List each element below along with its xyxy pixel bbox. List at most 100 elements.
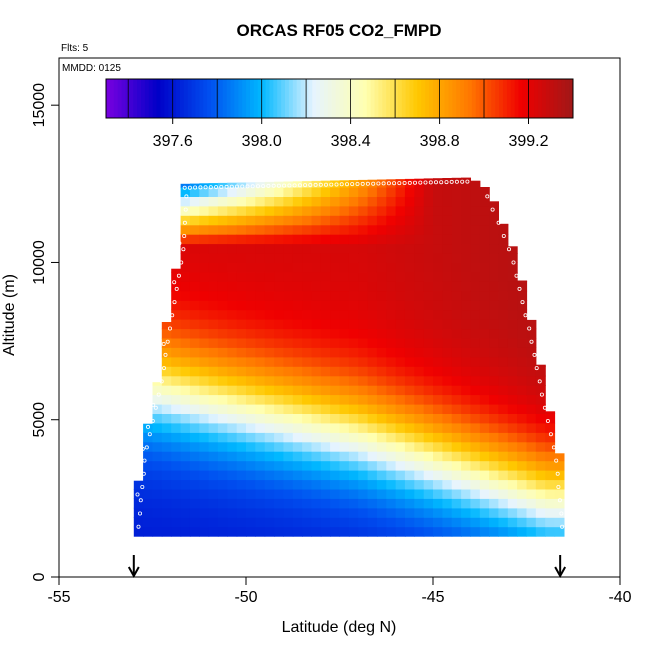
heatmap-cell (433, 356, 443, 367)
heatmap-cell (264, 328, 275, 339)
heatmap-cell (311, 413, 322, 424)
heatmap-cell (367, 187, 378, 197)
x-tick-label: -50 (234, 589, 257, 606)
heatmap-cell (292, 187, 303, 197)
heatmap-cell (433, 422, 443, 433)
heatmap-cell (264, 290, 275, 301)
heatmap-cell (386, 356, 397, 367)
heatmap-cell (246, 413, 256, 424)
heatmap-cell (423, 413, 434, 424)
heatmap-cell (199, 347, 210, 358)
heatmap-cell (461, 375, 471, 386)
sample-marker (542, 405, 547, 410)
heatmap-cell (451, 422, 462, 433)
heatmap-cell (302, 181, 313, 188)
heatmap-cell (171, 375, 182, 386)
colorbar-swatch (460, 79, 465, 118)
heatmap-cell (404, 224, 415, 235)
heatmap-cell (246, 460, 256, 471)
heatmap-cell (236, 460, 247, 471)
heatmap-cell (236, 394, 247, 405)
heatmap-cell (348, 215, 359, 226)
heatmap-cell (442, 460, 453, 471)
colorbar-swatch (273, 79, 278, 118)
heatmap-cell (461, 404, 471, 414)
colorbar-swatch (464, 79, 469, 118)
heatmap-cell (451, 451, 462, 462)
heatmap-cell (292, 526, 303, 537)
heatmap-cell (386, 179, 397, 188)
heatmap-cell (348, 413, 359, 424)
heatmap-cell (404, 441, 415, 452)
sample-marker (166, 309, 171, 314)
colorbar-swatch (331, 79, 337, 118)
heatmap-cell (180, 356, 191, 367)
heatmap-cell (554, 498, 565, 509)
x-axis-label: Latitude (deg N) (282, 619, 397, 636)
heatmap-cell (236, 441, 247, 452)
sample-marker (153, 405, 158, 410)
heatmap-cell (395, 470, 406, 481)
colorbar-swatch (393, 79, 399, 118)
heatmap-cell (283, 470, 294, 481)
heatmap-cell (404, 479, 415, 490)
heatmap-cell (330, 271, 341, 282)
heatmap-cell (217, 290, 228, 301)
heatmap-cell (423, 517, 434, 528)
heatmap-cell (161, 366, 172, 377)
heatmap-cell (152, 413, 163, 424)
heatmap-cell (339, 243, 350, 254)
heatmap-cell (348, 205, 359, 216)
colorbar-swatch (553, 79, 558, 118)
heatmap-cell (180, 488, 191, 499)
heatmap-cell (358, 451, 369, 462)
heatmap-cell (526, 470, 537, 481)
heatmap-cell (507, 328, 518, 339)
heatmap-cell (348, 262, 359, 273)
heatmap-cell (199, 309, 210, 320)
heatmap-cell (386, 319, 397, 330)
heatmap-cell (535, 385, 546, 396)
heatmap-cell (246, 375, 256, 386)
heatmap-cell (348, 347, 359, 358)
heatmap-cell (208, 319, 219, 330)
heatmap-cell (423, 356, 434, 367)
heatmap-cell (479, 385, 490, 396)
heatmap-cell (433, 205, 443, 216)
heatmap-cell (507, 300, 518, 311)
colorbar-swatch (121, 79, 126, 118)
heatmap-cell (470, 498, 481, 509)
sample-marker (163, 352, 168, 357)
y-axis-label: Altitude (m) (1, 274, 18, 356)
heatmap-cell (180, 319, 191, 330)
heatmap-cell (283, 224, 294, 235)
sample-marker (137, 511, 142, 516)
heatmap-cell (470, 451, 481, 462)
heatmap-cell (423, 432, 434, 443)
heatmap-cell (479, 526, 490, 537)
heatmap-cell (433, 385, 443, 396)
heatmap-cell (414, 366, 425, 377)
heatmap-cell (292, 404, 303, 414)
heatmap-cell (526, 422, 537, 433)
heatmap-cell (404, 460, 415, 471)
heatmap-cell (470, 290, 481, 301)
heatmap-cell (414, 337, 425, 348)
heatmap-cell (535, 507, 546, 518)
colorbar-swatch (495, 79, 500, 118)
heatmap-cell (461, 224, 471, 235)
colorbar-swatch (156, 79, 161, 118)
heatmap-cell (395, 281, 406, 292)
heatmap-cell (320, 309, 331, 320)
heatmap-cell (442, 366, 453, 377)
heatmap-cell (404, 394, 415, 405)
heatmap-cell (348, 498, 359, 509)
heatmap-cell (180, 347, 191, 358)
sample-marker (208, 185, 213, 190)
heatmap-cell (246, 215, 256, 226)
heatmap-cell (330, 205, 341, 216)
heatmap-cell (143, 488, 154, 499)
sample-marker (271, 183, 276, 188)
heatmap-cell (292, 441, 303, 452)
heatmap-cell (311, 253, 322, 263)
